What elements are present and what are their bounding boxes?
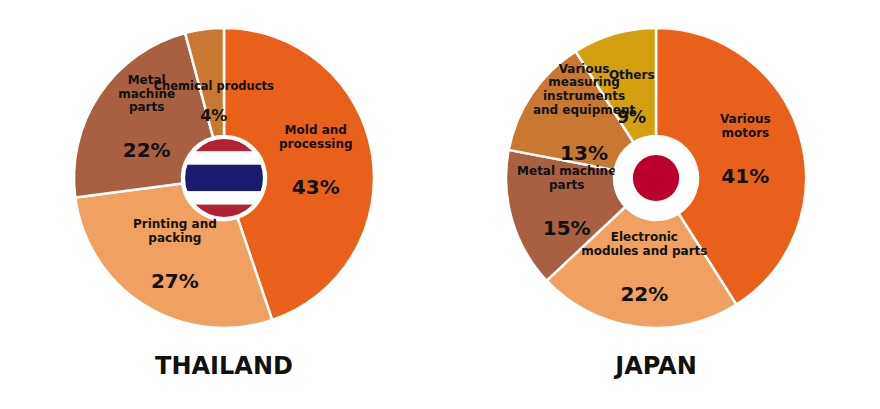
- svg-text:9%: 9%: [617, 107, 646, 127]
- svg-text:27%: 27%: [151, 269, 199, 293]
- svg-text:Metal machineparts: Metal machineparts: [517, 164, 616, 192]
- svg-text:Chemical products: Chemical products: [154, 79, 274, 93]
- svg-text:15%: 15%: [543, 216, 591, 240]
- svg-text:43%: 43%: [292, 175, 340, 199]
- svg-text:22%: 22%: [123, 138, 171, 162]
- svg-text:22%: 22%: [620, 282, 668, 306]
- svg-text:Variousmotors: Variousmotors: [720, 112, 771, 140]
- svg-text:41%: 41%: [721, 164, 769, 188]
- svg-text:Printing andpacking: Printing andpacking: [133, 217, 217, 245]
- svg-text:4%: 4%: [200, 106, 227, 125]
- svg-text:Mold andprocessing: Mold andprocessing: [279, 123, 353, 151]
- svg-text:Electronicmodules and parts: Electronicmodules and parts: [581, 230, 707, 258]
- svg-text:Others: Others: [609, 68, 655, 82]
- svg-text:13%: 13%: [560, 141, 608, 165]
